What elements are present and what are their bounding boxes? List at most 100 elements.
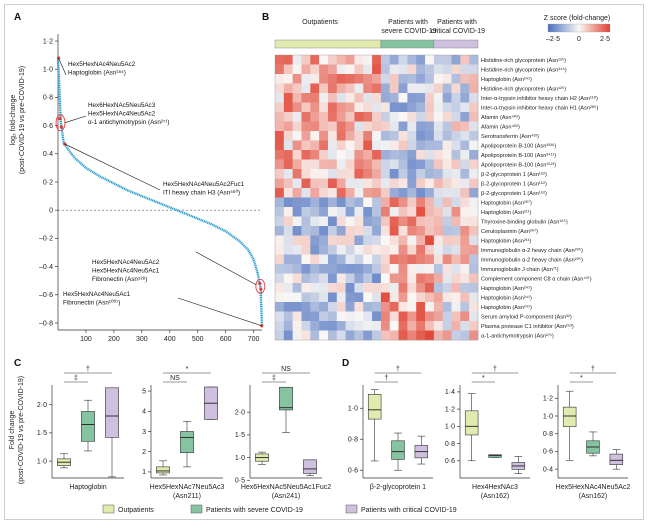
heatmap-cell bbox=[460, 321, 470, 331]
heatmap-cell bbox=[345, 178, 355, 189]
heatmap-cell bbox=[336, 150, 346, 160]
heatmap-cell bbox=[327, 245, 338, 255]
heatmap-cell bbox=[292, 292, 302, 303]
heatmap-cell bbox=[327, 93, 338, 103]
heatmap-cell bbox=[275, 169, 285, 179]
heatmap-cell bbox=[301, 102, 311, 113]
heatmap-cell bbox=[425, 159, 435, 170]
heatmap-cell bbox=[363, 292, 373, 303]
heatmap-cell bbox=[292, 254, 302, 265]
heatmap-cell bbox=[301, 235, 311, 246]
panel-c-plot-2-ytick-label: 1 bbox=[142, 469, 146, 476]
heatmap-cell bbox=[380, 292, 391, 303]
heatmap-row-label: β-2-glycoprotein 1 (Asn¹⁶²) bbox=[481, 190, 547, 197]
heatmap-row-label: Haptoglobin (Asn²¹¹) bbox=[481, 238, 532, 244]
heatmap-cell bbox=[469, 273, 479, 284]
heatmap-cell bbox=[380, 264, 391, 274]
heatmap-cell bbox=[354, 216, 364, 227]
heatmap-cell bbox=[416, 102, 426, 113]
heatmap-row-label: Haptoglobin (Asn²¹¹) bbox=[481, 210, 532, 216]
heatmap-cell bbox=[363, 207, 373, 217]
panel-d-plot-3-xlabel: Hex5HexNAc4Neu5Ac2 bbox=[556, 484, 631, 491]
heatmap-cell bbox=[345, 55, 355, 65]
heatmap-cell bbox=[301, 93, 311, 103]
heatmap-cell bbox=[372, 254, 382, 265]
heatmap-cell bbox=[389, 64, 399, 75]
heatmap-cell bbox=[416, 302, 426, 312]
panel-c-plot-1-ytick-label: 2·0 bbox=[37, 402, 47, 409]
heatmap-cell bbox=[354, 311, 364, 322]
heatmap-cell bbox=[336, 235, 346, 246]
heatmap-cell bbox=[407, 188, 417, 198]
heatmap-cell bbox=[310, 112, 320, 122]
heatmap-cell bbox=[363, 188, 373, 198]
heatmap-cell bbox=[442, 235, 452, 246]
heatmap-cell bbox=[407, 235, 417, 246]
heatmap-cell bbox=[345, 131, 355, 141]
heatmap-cell bbox=[275, 264, 285, 274]
heatmap-row-label: α-1-antichymotrypsin (Asn²⁷¹) bbox=[481, 332, 554, 339]
heatmap-cell bbox=[469, 64, 479, 75]
heatmap-cell bbox=[345, 207, 355, 217]
heatmap-cell bbox=[433, 121, 443, 132]
panel-c-plot-1-xlabel: Haptoglobin bbox=[69, 484, 106, 491]
heatmap-cell bbox=[292, 159, 302, 170]
heatmap-cell bbox=[292, 311, 302, 322]
heatmap-cell bbox=[327, 254, 338, 265]
heatmap-cell bbox=[433, 55, 443, 65]
heatmap-cell bbox=[354, 273, 364, 284]
heatmap-cell bbox=[389, 235, 399, 246]
group-label-critical: Patients with critical COVID-19 bbox=[431, 19, 485, 35]
heatmap-cell bbox=[469, 245, 479, 255]
heatmap-cell bbox=[451, 140, 461, 151]
heatmap-cell bbox=[292, 245, 302, 255]
heatmap-cell bbox=[275, 74, 285, 84]
heatmap-cell bbox=[469, 311, 479, 322]
heatmap-cell bbox=[380, 273, 391, 284]
heatmap-cell bbox=[433, 330, 443, 341]
heatmap-cell bbox=[380, 178, 391, 189]
heatmap-cell bbox=[398, 83, 408, 94]
heatmap-cell bbox=[442, 302, 452, 312]
heatmap-cell bbox=[380, 102, 391, 113]
heatmap-cell bbox=[389, 159, 399, 170]
heatmap-cell bbox=[469, 226, 479, 236]
heatmap-cell bbox=[380, 93, 391, 103]
heatmap-cell bbox=[380, 254, 391, 265]
heatmap-cell bbox=[442, 93, 452, 103]
heatmap-cell bbox=[345, 292, 355, 303]
heatmap-cell bbox=[275, 188, 285, 198]
heatmap-cell bbox=[389, 321, 399, 331]
heatmap-cell bbox=[398, 150, 408, 160]
heatmap-cell bbox=[416, 321, 426, 331]
heatmap-cell bbox=[389, 245, 399, 255]
heatmap-cell bbox=[389, 264, 399, 274]
heatmap-cell bbox=[301, 197, 311, 208]
panel-a-annotation-text: Hex6HexNAc5Neu5Ac3 bbox=[88, 102, 156, 109]
panel-a-xtick-label: 500 bbox=[192, 336, 204, 343]
heatmap-legend-tick-label: –2·5 bbox=[546, 36, 560, 43]
heatmap-cell bbox=[451, 131, 461, 141]
heatmap-cell bbox=[363, 169, 373, 179]
panel-a-ytick-label: –0·6 bbox=[39, 292, 53, 299]
heatmap-cell bbox=[433, 254, 443, 265]
heatmap-cell bbox=[407, 283, 417, 293]
heatmap-cell bbox=[460, 188, 470, 198]
heatmap-row-label: Afamin (Asn⁴⁰²) bbox=[481, 114, 520, 121]
heatmap-cell bbox=[283, 178, 293, 189]
heatmap-cell bbox=[469, 150, 479, 160]
heatmap-cell bbox=[336, 102, 346, 113]
panel-a-annotation-text: Haptoglobin (Asn¹⁸⁴) bbox=[68, 70, 126, 77]
heatmap-cell bbox=[336, 264, 346, 274]
heatmap-cell bbox=[301, 178, 311, 189]
heatmap-cell bbox=[433, 216, 443, 227]
heatmap-cell bbox=[327, 55, 338, 65]
panel-d-plot-3-sig-top: † bbox=[591, 366, 595, 373]
heatmap-cell bbox=[275, 273, 285, 284]
heatmap-cell bbox=[283, 235, 293, 246]
heatmap-cell bbox=[292, 207, 302, 217]
panel-a-ytick-label: 1·0 bbox=[43, 67, 53, 74]
heatmap-cell bbox=[336, 121, 346, 132]
heatmap-cell bbox=[354, 121, 364, 132]
heatmap-cell bbox=[425, 321, 435, 331]
